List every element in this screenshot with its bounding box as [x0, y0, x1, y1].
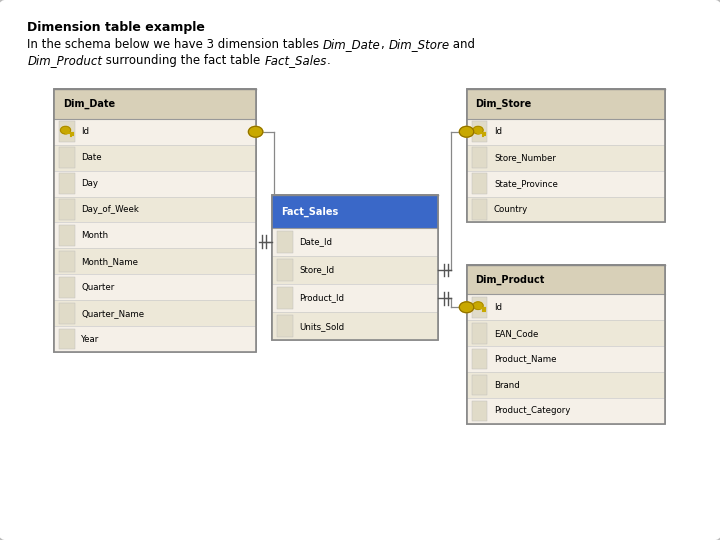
Bar	[54, 171, 256, 197]
Text: Day_of_Week: Day_of_Week	[81, 205, 139, 214]
Bar	[472, 199, 487, 220]
Text: Dim_Date: Dim_Date	[323, 38, 381, 51]
Bar	[467, 294, 665, 320]
Bar	[54, 119, 256, 145]
Bar	[472, 323, 487, 343]
Bar	[54, 222, 256, 248]
Circle shape	[60, 126, 71, 134]
Text: Units_Sold: Units_Sold	[300, 322, 345, 330]
Text: Store_Number: Store_Number	[494, 153, 556, 162]
Text: Id: Id	[494, 127, 502, 136]
Bar	[472, 147, 487, 168]
Bar	[467, 265, 665, 424]
Bar	[59, 199, 75, 220]
Circle shape	[473, 302, 483, 309]
Text: Year: Year	[81, 335, 99, 343]
Text: Dim_Store: Dim_Store	[475, 99, 531, 109]
Bar	[272, 195, 438, 340]
Text: EAN_Code: EAN_Code	[494, 329, 539, 338]
Bar	[59, 122, 75, 142]
Bar	[467, 171, 665, 197]
Bar	[272, 195, 438, 340]
Bar	[472, 173, 487, 194]
Text: Fact_Sales: Fact_Sales	[281, 206, 338, 217]
Bar	[54, 300, 256, 326]
Bar	[59, 303, 75, 323]
Text: Product_Name: Product_Name	[494, 355, 557, 363]
Text: Month_Name: Month_Name	[81, 257, 138, 266]
Text: and: and	[449, 38, 475, 51]
Text: Id: Id	[494, 303, 502, 312]
Text: Store_Id: Store_Id	[300, 266, 335, 274]
Bar	[472, 297, 487, 318]
Text: Dim_Date: Dim_Date	[63, 99, 114, 109]
Bar	[272, 228, 438, 256]
Text: Dim_Product: Dim_Product	[27, 54, 102, 67]
Bar	[467, 89, 665, 222]
Bar	[277, 287, 293, 309]
Text: surrounding the fact table: surrounding the fact table	[102, 54, 264, 67]
Bar	[277, 315, 293, 338]
Bar	[54, 89, 256, 352]
Bar	[277, 231, 293, 253]
Bar	[272, 312, 438, 340]
Bar	[467, 119, 665, 145]
Text: Product_Category: Product_Category	[494, 407, 570, 415]
Text: Brand: Brand	[494, 381, 520, 389]
Bar	[54, 145, 256, 171]
Text: Month: Month	[81, 231, 109, 240]
Circle shape	[459, 126, 474, 137]
Text: ,: ,	[381, 38, 388, 51]
Bar	[467, 346, 665, 372]
Bar	[54, 274, 256, 300]
Bar	[472, 349, 487, 369]
Text: Dim_Product: Dim_Product	[475, 274, 544, 285]
Bar	[472, 401, 487, 421]
Text: Dim_Store: Dim_Store	[388, 38, 449, 51]
Bar	[467, 320, 665, 346]
Bar	[59, 147, 75, 168]
Bar	[467, 197, 665, 222]
Bar	[54, 89, 256, 119]
Bar	[467, 145, 665, 171]
Text: .: .	[327, 54, 330, 67]
Text: Country: Country	[494, 205, 528, 214]
Bar	[472, 375, 487, 395]
Text: Dimension table example: Dimension table example	[27, 21, 205, 33]
Text: Quarter_Name: Quarter_Name	[81, 309, 145, 318]
Bar	[467, 398, 665, 424]
Bar	[467, 372, 665, 398]
Bar	[54, 89, 256, 352]
Text: State_Province: State_Province	[494, 179, 558, 188]
Text: Date_Id: Date_Id	[300, 238, 333, 246]
Text: Id: Id	[81, 127, 89, 136]
Text: Product_Id: Product_Id	[300, 294, 344, 302]
Text: In the schema below we have 3 dimension tables: In the schema below we have 3 dimension …	[27, 38, 323, 51]
Bar	[59, 251, 75, 272]
Bar	[54, 197, 256, 222]
Bar	[467, 89, 665, 119]
Bar	[59, 329, 75, 349]
Bar	[467, 265, 665, 424]
Bar	[59, 277, 75, 298]
Bar	[54, 248, 256, 274]
Bar	[467, 265, 665, 294]
Text: Date: Date	[81, 153, 102, 162]
Circle shape	[459, 302, 474, 313]
Bar	[272, 256, 438, 284]
Bar	[54, 326, 256, 352]
Text: Day: Day	[81, 179, 99, 188]
Text: Quarter: Quarter	[81, 283, 114, 292]
Circle shape	[248, 126, 263, 137]
Bar	[272, 195, 438, 228]
Bar	[272, 284, 438, 312]
Bar	[59, 173, 75, 194]
Bar	[277, 259, 293, 281]
Bar	[59, 225, 75, 246]
Bar	[467, 89, 665, 222]
Bar	[472, 122, 487, 142]
Circle shape	[473, 126, 483, 134]
Text: Fact_Sales: Fact_Sales	[264, 54, 327, 67]
